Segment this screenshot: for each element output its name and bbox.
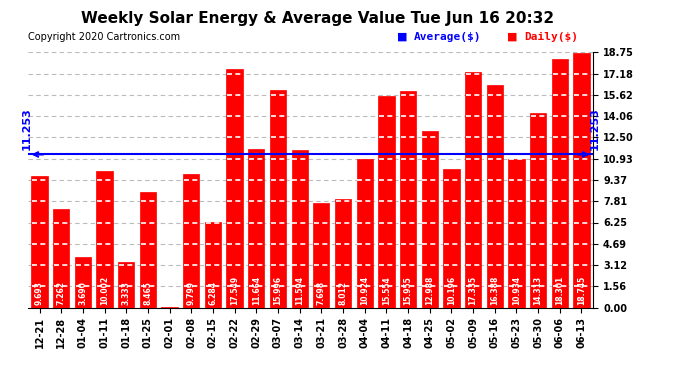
- Bar: [509, 159, 524, 308]
- Bar: [552, 58, 568, 308]
- Bar: [270, 90, 286, 308]
- Bar: [313, 203, 329, 308]
- Text: 18.745: 18.745: [577, 276, 586, 306]
- Bar: [118, 262, 135, 308]
- Text: 15.554: 15.554: [382, 277, 391, 306]
- Bar: [573, 53, 590, 308]
- Text: ■: ■: [397, 32, 407, 42]
- Bar: [465, 72, 481, 308]
- Bar: [486, 85, 503, 308]
- Bar: [53, 209, 69, 308]
- Bar: [530, 113, 546, 308]
- Text: 11.253: 11.253: [589, 108, 600, 150]
- Text: 8.465: 8.465: [144, 282, 152, 306]
- Bar: [400, 90, 416, 308]
- Bar: [183, 174, 199, 308]
- Text: 3.690: 3.690: [79, 282, 88, 306]
- Bar: [97, 171, 112, 308]
- Text: 10.934: 10.934: [512, 276, 521, 306]
- Text: Copyright 2020 Cartronics.com: Copyright 2020 Cartronics.com: [28, 32, 179, 42]
- Bar: [443, 169, 460, 308]
- Bar: [422, 131, 438, 308]
- Bar: [357, 159, 373, 308]
- Text: Weekly Solar Energy & Average Value Tue Jun 16 20:32: Weekly Solar Energy & Average Value Tue …: [81, 11, 554, 26]
- Text: 7.698: 7.698: [317, 281, 326, 306]
- Text: 9.799: 9.799: [187, 282, 196, 306]
- Text: 3.333: 3.333: [121, 282, 130, 306]
- Bar: [378, 96, 395, 308]
- Text: 7.262: 7.262: [57, 282, 66, 306]
- Bar: [226, 69, 243, 308]
- Text: 15.955: 15.955: [404, 277, 413, 306]
- Text: 11.253: 11.253: [21, 108, 32, 150]
- Bar: [205, 222, 221, 308]
- Text: 10.196: 10.196: [447, 276, 456, 306]
- Text: 16.388: 16.388: [491, 276, 500, 306]
- Text: 10.924: 10.924: [360, 276, 369, 306]
- Text: ■: ■: [507, 32, 518, 42]
- Text: 9.693: 9.693: [35, 282, 44, 306]
- Bar: [140, 192, 156, 308]
- Bar: [292, 150, 308, 308]
- Text: 17.549: 17.549: [230, 276, 239, 306]
- Bar: [248, 149, 264, 308]
- Bar: [335, 198, 351, 308]
- Text: 11.594: 11.594: [295, 276, 304, 306]
- Text: 18.301: 18.301: [555, 276, 564, 306]
- Bar: [75, 257, 91, 307]
- Text: Daily($): Daily($): [524, 32, 578, 42]
- Text: 14.313: 14.313: [533, 276, 542, 306]
- Text: 10.002: 10.002: [100, 276, 109, 306]
- Text: 12.988: 12.988: [425, 276, 434, 306]
- Text: 11.664: 11.664: [252, 276, 261, 306]
- Text: 8.012: 8.012: [339, 282, 348, 306]
- Text: 15.996: 15.996: [273, 276, 282, 306]
- Text: 6.284: 6.284: [208, 282, 217, 306]
- Bar: [31, 176, 48, 308]
- Text: Average($): Average($): [414, 32, 482, 42]
- Text: 17.335: 17.335: [469, 276, 477, 306]
